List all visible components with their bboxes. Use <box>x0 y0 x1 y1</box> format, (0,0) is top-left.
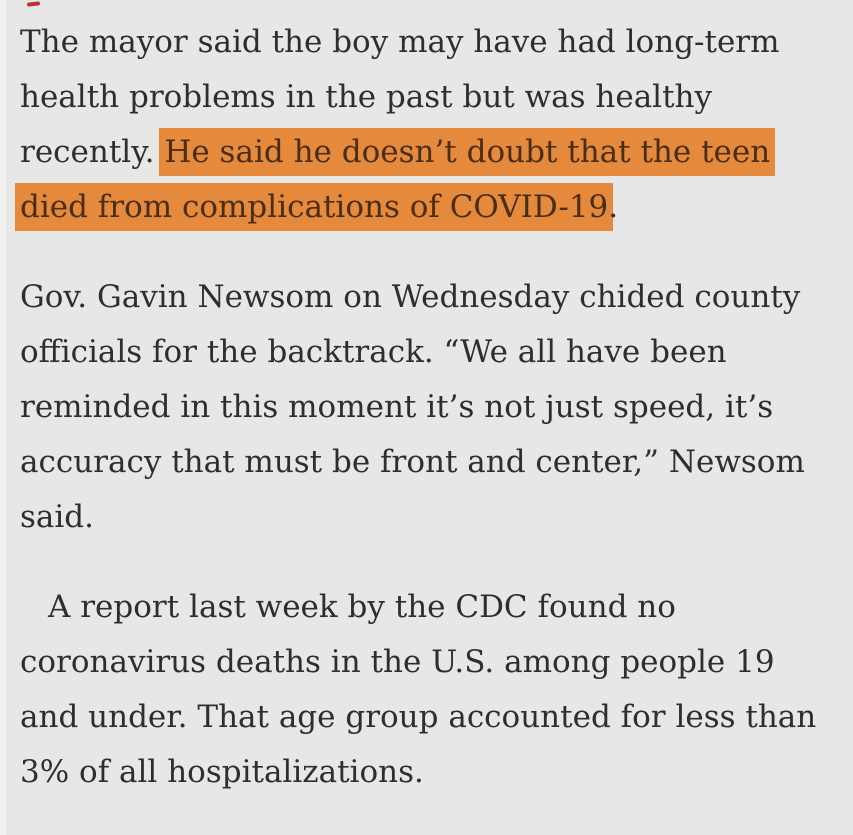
text-segment: reminded in this moment it’s not just sp… <box>20 389 774 425</box>
text-line: coronavirus deaths in the U.S. among peo… <box>20 635 835 690</box>
text-line: The mayor said the boy may have had long… <box>20 15 835 70</box>
text-line: health problems in the past but was heal… <box>20 70 835 125</box>
text-line: recently. He said he doesn’t doubt that … <box>20 125 835 180</box>
text-line: reminded in this moment it’s not just sp… <box>20 380 835 435</box>
text-segment: recently. <box>20 134 165 170</box>
text-segment: Gov. Gavin Newsom on Wednesday chided co… <box>20 279 801 315</box>
text-segment: and under. That age group accounted for … <box>20 699 817 735</box>
paragraph: Gov. Gavin Newsom on Wednesday chided co… <box>20 270 835 545</box>
text-line: said. <box>20 490 835 545</box>
text-segment: The mayor said the boy may have had long… <box>20 24 780 60</box>
text-segment: accuracy that must be front and center,”… <box>20 444 805 480</box>
text-line: officials for the backtrack. “We all hav… <box>20 325 835 380</box>
text-line: 3% of all hospitalizations. <box>20 745 835 800</box>
text-segment: . <box>608 189 619 225</box>
text-segment: officials for the backtrack. “We all hav… <box>20 334 727 370</box>
highlighted-text: He said he doesn’t doubt that the teen <box>159 128 776 176</box>
paragraph: The mayor said the boy may have had long… <box>15 15 835 235</box>
text-segment: coronavirus deaths in the U.S. among peo… <box>20 644 775 680</box>
text-line: A report last week by the CDC found no <box>20 580 835 635</box>
text-line: died from complications of COVID-19. <box>15 180 835 235</box>
text-segment: health problems in the past but was heal… <box>20 79 713 115</box>
text-segment: said. <box>20 499 95 535</box>
text-segment: A report last week by the CDC found no <box>48 589 676 625</box>
paragraph: A report last week by the CDC found no co… <box>20 580 835 800</box>
text-line: accuracy that must be front and center,”… <box>20 435 835 490</box>
text-line: Gov. Gavin Newsom on Wednesday chided co… <box>20 270 835 325</box>
text-segment: 3% of all hospitalizations. <box>20 754 424 790</box>
article-body: The mayor said the boy may have had long… <box>15 15 835 800</box>
text-line: and under. That age group accounted for … <box>20 690 835 745</box>
page-edge-strip <box>0 0 6 835</box>
highlighted-text: died from complications of COVID-19 <box>15 183 614 231</box>
